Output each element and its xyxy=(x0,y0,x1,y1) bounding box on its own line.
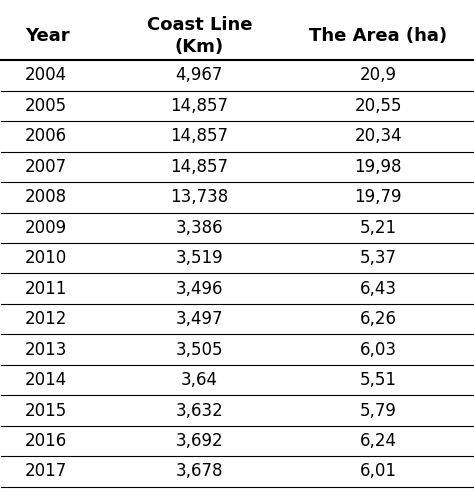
Text: 2012: 2012 xyxy=(25,310,67,328)
Text: 2006: 2006 xyxy=(25,127,67,145)
Text: 2010: 2010 xyxy=(25,249,67,267)
Text: 2004: 2004 xyxy=(25,67,67,84)
Text: 2015: 2015 xyxy=(25,402,67,420)
Text: 5,37: 5,37 xyxy=(360,249,397,267)
Text: 6,01: 6,01 xyxy=(360,462,397,481)
Text: Year: Year xyxy=(25,27,70,45)
Text: The Area (ha): The Area (ha) xyxy=(310,27,447,45)
Text: 20,55: 20,55 xyxy=(355,97,402,115)
Text: 5,21: 5,21 xyxy=(360,219,397,237)
Text: 19,79: 19,79 xyxy=(355,188,402,206)
Text: 3,64: 3,64 xyxy=(181,371,218,389)
Text: 6,24: 6,24 xyxy=(360,432,397,450)
Text: 5,79: 5,79 xyxy=(360,402,397,420)
Text: 3,496: 3,496 xyxy=(175,280,223,298)
Text: 20,9: 20,9 xyxy=(360,67,397,84)
Text: 14,857: 14,857 xyxy=(170,127,228,145)
Text: 2011: 2011 xyxy=(25,280,67,298)
Text: 13,738: 13,738 xyxy=(170,188,228,206)
Text: 2008: 2008 xyxy=(25,188,67,206)
Text: 5,51: 5,51 xyxy=(360,371,397,389)
Text: 2005: 2005 xyxy=(25,97,67,115)
Text: 3,519: 3,519 xyxy=(175,249,223,267)
Text: 3,692: 3,692 xyxy=(175,432,223,450)
Text: 2014: 2014 xyxy=(25,371,67,389)
Text: 2017: 2017 xyxy=(25,462,67,481)
Text: 2009: 2009 xyxy=(25,219,67,237)
Text: 2007: 2007 xyxy=(25,158,67,176)
Text: 2016: 2016 xyxy=(25,432,67,450)
Text: 6,43: 6,43 xyxy=(360,280,397,298)
Text: 20,34: 20,34 xyxy=(355,127,402,145)
Text: 3,505: 3,505 xyxy=(175,341,223,358)
Text: 2013: 2013 xyxy=(25,341,67,358)
Text: 6,26: 6,26 xyxy=(360,310,397,328)
Text: 3,678: 3,678 xyxy=(175,462,223,481)
Text: 6,03: 6,03 xyxy=(360,341,397,358)
Text: 19,98: 19,98 xyxy=(355,158,402,176)
Text: 3,386: 3,386 xyxy=(175,219,223,237)
Text: 14,857: 14,857 xyxy=(170,97,228,115)
Text: 14,857: 14,857 xyxy=(170,158,228,176)
Text: 3,497: 3,497 xyxy=(175,310,223,328)
Text: 3,632: 3,632 xyxy=(175,402,223,420)
Text: 4,967: 4,967 xyxy=(175,67,223,84)
Text: Coast Line
(Km): Coast Line (Km) xyxy=(146,16,252,56)
